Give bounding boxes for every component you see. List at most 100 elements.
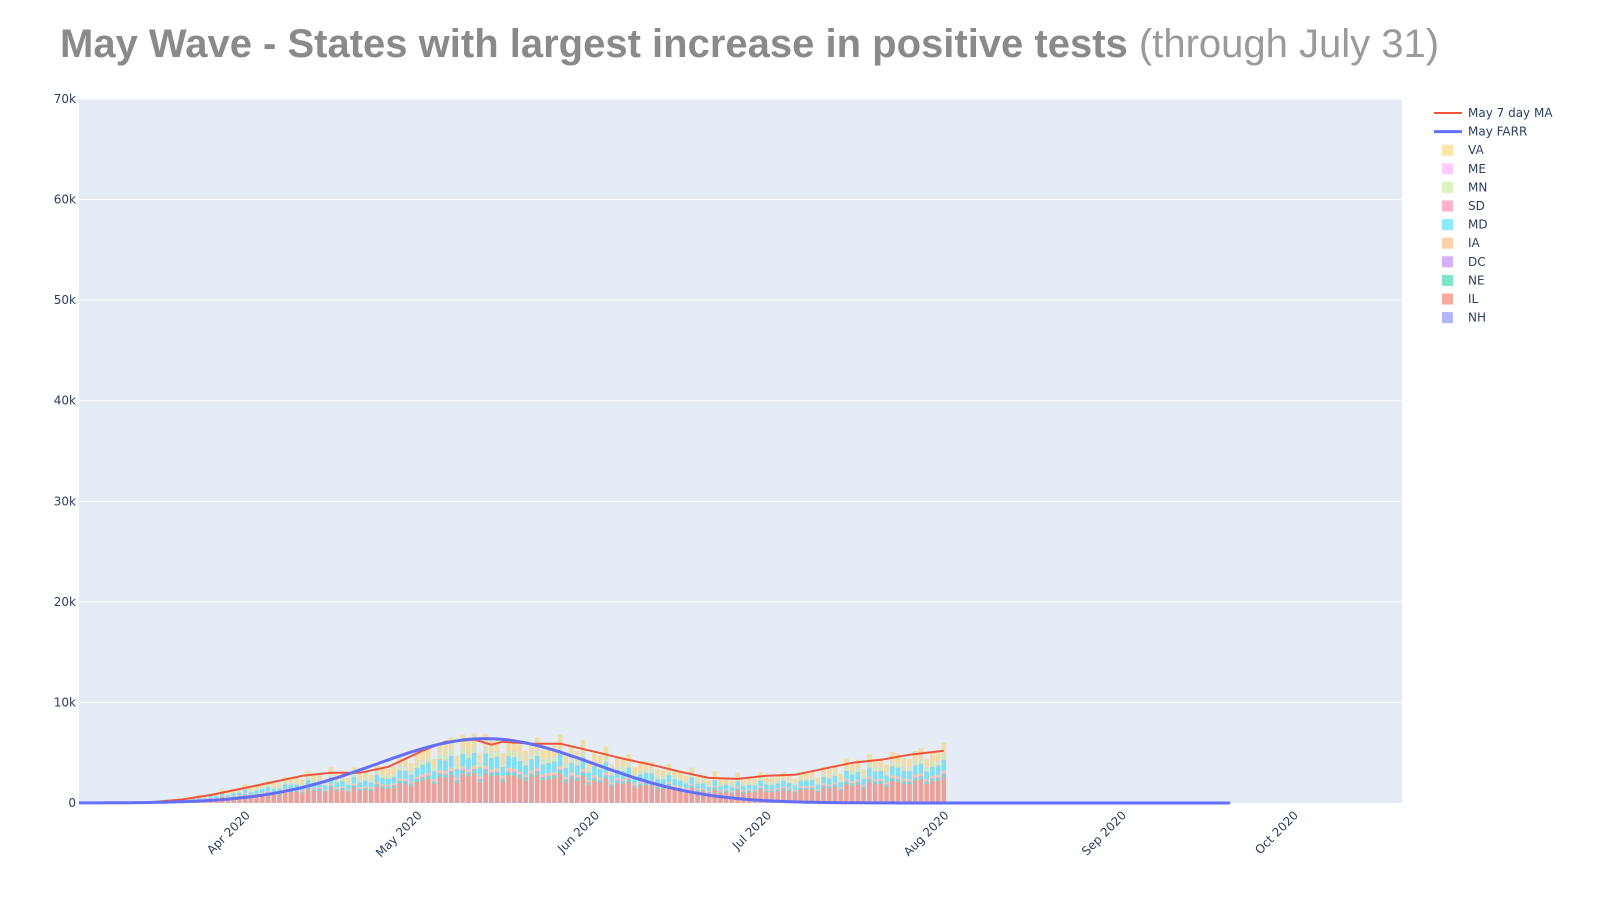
- bar-dc: [746, 790, 752, 792]
- legend-item[interactable]: IA: [1442, 236, 1481, 250]
- legend-item[interactable]: VA: [1442, 143, 1484, 157]
- bar-dc: [511, 771, 517, 774]
- bar-dc: [821, 785, 826, 786]
- bar-il: [311, 791, 317, 803]
- bar-dc: [872, 781, 878, 783]
- bar-md: [632, 777, 637, 784]
- bar-il: [592, 780, 597, 803]
- bar-mn: [282, 782, 288, 785]
- bar-ne: [420, 778, 425, 781]
- bar-mn: [460, 748, 466, 754]
- bar-mn: [655, 776, 660, 779]
- bar-mn: [746, 782, 752, 785]
- bar-me: [557, 747, 563, 749]
- bar-md: [443, 761, 448, 772]
- bar-mn: [798, 778, 803, 781]
- bar-mn: [506, 751, 511, 757]
- bar-md: [523, 765, 529, 775]
- bar-ne: [340, 788, 345, 790]
- bar-md: [288, 784, 294, 790]
- legend-item[interactable]: May 7 day MA: [1434, 106, 1553, 120]
- legend-item[interactable]: MD: [1442, 218, 1488, 232]
- bar-va: [219, 789, 225, 792]
- bar-dc: [357, 788, 362, 790]
- bar-mn: [775, 781, 781, 784]
- bar-il: [689, 787, 695, 803]
- bar-mn: [689, 774, 695, 778]
- bar-il: [826, 788, 832, 803]
- bar-va: [196, 794, 202, 797]
- bar-md: [225, 795, 231, 798]
- bar-dc: [804, 787, 809, 789]
- bar-nh: [523, 802, 529, 803]
- legend-item[interactable]: DC: [1442, 255, 1486, 269]
- bar-dc: [523, 777, 529, 779]
- bar-sd: [443, 760, 448, 762]
- bar-ia: [907, 779, 912, 782]
- legend-item[interactable]: NH: [1442, 311, 1486, 325]
- legend-item[interactable]: IL: [1442, 292, 1479, 306]
- bar-ne: [597, 780, 603, 783]
- bar-nh: [574, 802, 580, 803]
- bar-il: [363, 789, 368, 803]
- bar-mn: [311, 780, 317, 783]
- bar-md: [248, 792, 254, 795]
- bar-mn: [729, 785, 735, 787]
- bar-mn: [517, 756, 523, 761]
- bar-ia: [872, 779, 878, 782]
- x-tick-label: Oct 2020: [1252, 808, 1301, 857]
- bar-va: [603, 746, 609, 758]
- bar-ne: [534, 772, 540, 775]
- legend-swatch: [1442, 256, 1453, 268]
- bar-dc: [763, 790, 769, 791]
- bar-dc: [540, 776, 546, 778]
- bar-ia: [580, 768, 586, 772]
- bar-ia: [912, 774, 918, 778]
- bar-ia: [477, 776, 483, 779]
- bar-md: [763, 784, 769, 790]
- y-tick-label: 70k: [54, 92, 76, 106]
- legend-item[interactable]: MN: [1442, 180, 1487, 194]
- bar-il: [517, 777, 523, 803]
- bar-ia: [494, 768, 500, 772]
- bar-ia: [334, 787, 340, 789]
- legend-item[interactable]: ME: [1442, 162, 1486, 176]
- bar-mn: [912, 761, 918, 766]
- bar-il: [838, 790, 844, 803]
- bar-md: [403, 771, 408, 779]
- bar-nh: [437, 802, 443, 803]
- legend-item[interactable]: May FARR: [1434, 125, 1527, 139]
- bar-ia: [563, 776, 569, 780]
- bar-ne: [305, 787, 311, 790]
- legend-item[interactable]: NE: [1442, 273, 1485, 287]
- bar-md: [718, 786, 723, 791]
- bar-il: [758, 789, 763, 803]
- bar-il: [695, 791, 700, 803]
- bar-va: [351, 766, 357, 774]
- bar-ia: [678, 786, 683, 788]
- bar-sd: [930, 766, 935, 768]
- bar-va: [300, 779, 305, 785]
- bar-ne: [437, 774, 443, 777]
- bar-md: [557, 754, 563, 767]
- bar-ia: [511, 768, 517, 772]
- bar-mn: [431, 767, 437, 772]
- bar-il: [632, 787, 637, 803]
- bar-ne: [391, 785, 397, 788]
- bar-va: [735, 772, 740, 779]
- legend[interactable]: May 7 day MA May FARR VA ME MN SD MD IA DC NE IL NH: [1434, 106, 1553, 325]
- bar-me: [580, 751, 586, 753]
- bar-md: [786, 783, 792, 788]
- bar-il: [580, 775, 586, 803]
- bar-dc: [391, 785, 397, 786]
- bar-nh: [448, 802, 454, 803]
- bar-il: [294, 792, 299, 803]
- bar-dc: [420, 777, 425, 779]
- bar-ne: [689, 786, 695, 788]
- bar-dc: [489, 772, 494, 774]
- bar-mn: [832, 772, 838, 776]
- legend-item[interactable]: SD: [1442, 199, 1485, 213]
- legend-label: May 7 day MA: [1468, 106, 1553, 120]
- bar-dc: [655, 786, 660, 788]
- bar-ne: [769, 791, 775, 793]
